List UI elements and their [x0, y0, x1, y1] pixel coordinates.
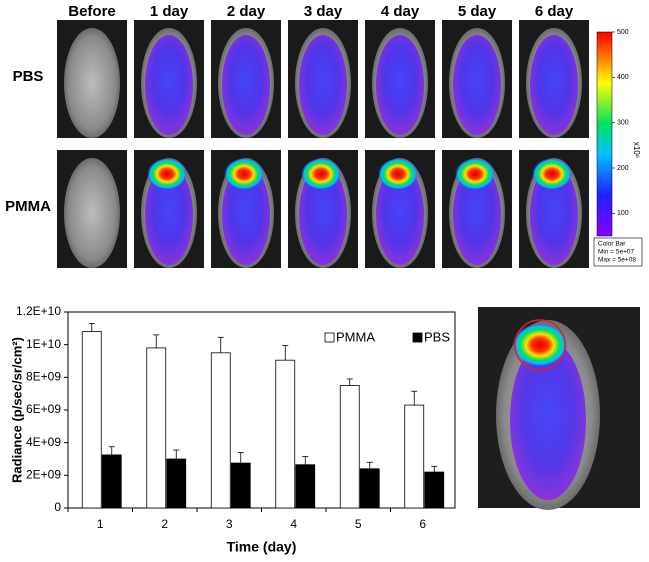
hot-spot — [147, 158, 187, 190]
hot-spot — [455, 158, 495, 190]
colorbar-unit: x10⁶ — [632, 142, 641, 158]
colorbar-note: Color Bar — [598, 241, 626, 248]
bar — [230, 462, 251, 509]
colorbar-tick-label: 100 — [617, 210, 629, 217]
colorbar-note-box — [593, 237, 643, 267]
signal — [299, 165, 347, 265]
column-label: 4 day — [381, 3, 420, 20]
signal — [145, 165, 193, 265]
colorbar-tick-label: 500 — [617, 29, 629, 36]
bar — [359, 468, 380, 509]
bar — [339, 385, 360, 509]
colorbar-tick-label: 300 — [617, 120, 629, 127]
legend-label: PMMA — [336, 329, 375, 344]
mouse-body — [64, 28, 120, 138]
x-tick-label: 3 — [226, 517, 233, 531]
y-tick-label: 8E+09 — [26, 370, 61, 384]
colorbar-tick-label: 200 — [617, 165, 629, 172]
signal — [222, 165, 270, 265]
column-label: 2 day — [227, 3, 266, 20]
bar — [81, 331, 102, 509]
row-label: PBS — [13, 68, 44, 85]
colorbar-tick-label: 400 — [617, 74, 629, 81]
hot-spot — [532, 158, 572, 190]
bar — [404, 404, 425, 509]
column-label: 5 day — [458, 3, 497, 20]
y-tick-label: 1E+10 — [26, 337, 61, 351]
bar — [275, 359, 296, 509]
bar — [101, 454, 122, 509]
column-label: 6 day — [535, 3, 574, 20]
x-tick-label: 5 — [355, 517, 362, 531]
signal — [376, 165, 424, 265]
column-label: 3 day — [304, 3, 343, 20]
mouse-photo — [478, 307, 640, 510]
x-tick-label: 1 — [97, 517, 104, 531]
bar — [424, 471, 445, 509]
signal — [299, 35, 347, 135]
x-tick-label: 6 — [419, 517, 426, 531]
hot-spot — [378, 158, 418, 190]
legend-swatch — [324, 332, 335, 343]
signal — [145, 35, 193, 135]
bar-chart: 0 2E+09 4E+09 6E+09 8E+09 1E+10 1.2E+10 Radianc… — [9, 304, 456, 555]
signal — [376, 35, 424, 135]
row-label: PMMA — [5, 198, 51, 215]
y-axis-label: Radiance (p/sec/sr/cm²) — [9, 337, 24, 483]
bar — [295, 464, 316, 509]
x-tick-label: 4 — [290, 517, 297, 531]
colorbar-note: Max = 5e+08 — [598, 257, 636, 264]
legend-label: PBS — [424, 329, 450, 344]
x-axis-label: Time (day) — [227, 539, 297, 555]
y-tick-label: 2E+09 — [26, 468, 61, 482]
signal — [453, 165, 501, 265]
bar — [166, 458, 187, 509]
column-label: 1 day — [150, 3, 189, 20]
x-tick-label: 2 — [161, 517, 168, 531]
bar — [210, 352, 231, 509]
hot-spot — [301, 158, 341, 190]
plot-frame — [67, 311, 456, 509]
legend-swatch — [412, 332, 423, 343]
mouse-body — [64, 158, 120, 268]
colorbar-note: Min = 5e+07 — [598, 249, 635, 256]
y-tick-label: 4E+09 — [26, 435, 61, 449]
image-panel: Before 1 day 2 day 3 day 4 day 5 day 6 day PBS P… — [5, 3, 643, 268]
y-tick-label: 0 — [54, 500, 61, 514]
y-tick-label: 6E+09 — [26, 402, 61, 416]
colorbar — [596, 31, 613, 237]
signal — [222, 35, 270, 135]
y-tick-label: 1.2E+10 — [16, 304, 61, 318]
hot-spot — [224, 158, 264, 190]
signal — [453, 35, 501, 135]
signal — [530, 35, 578, 135]
column-label: Before — [68, 3, 116, 20]
signal — [530, 165, 578, 265]
bar — [146, 347, 167, 509]
